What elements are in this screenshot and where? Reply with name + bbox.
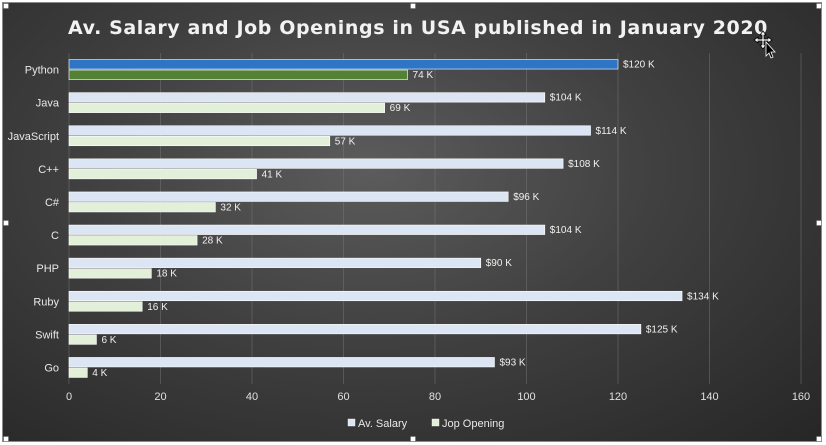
category-label: PHP [36,263,59,275]
salary-bar-csharp[interactable] [68,191,509,202]
salary-data-label: $108 K [568,159,600,170]
category-label: C# [45,197,60,209]
openings-bar-cpp[interactable] [68,169,257,180]
salary-data-label: $125 K [646,324,678,335]
openings-bar-java[interactable] [68,102,385,113]
move-cursor-icon [753,30,776,59]
resize-handle[interactable] [410,3,416,9]
salary-bar-cpp[interactable] [68,158,564,169]
category-label: Python [25,65,59,77]
resize-handle[interactable] [3,436,9,442]
x-tick-label: 0 [66,391,72,403]
x-tick-label: 20 [154,391,166,403]
resize-handle[interactable] [3,3,9,9]
chart-canvas: Av. Salary and Job Openings in USA publi… [3,3,822,442]
salary-data-label: $96 K [513,192,539,203]
salary-bar-go[interactable] [68,357,495,368]
category-label: Ruby [33,296,59,308]
salary-bar-swift[interactable] [68,324,642,335]
bars [68,59,683,378]
legend-swatch [347,418,356,427]
salary-data-label: $104 K [550,225,582,236]
openings-bar-ruby[interactable] [68,301,143,312]
data-labels: $120 K 74 K $104 K 69 K $114 K 57 K $108 K 41 K… [92,60,719,379]
openings-data-label: 57 K [335,136,356,147]
openings-data-label: 74 K [413,70,434,81]
salary-data-label: $93 K [499,357,525,368]
resize-handle[interactable] [410,436,416,442]
category-label: Swift [35,329,59,341]
category-label: C++ [38,164,59,176]
resize-handle[interactable] [3,220,9,226]
salary-bar-python[interactable] [68,59,619,70]
openings-bar-go[interactable] [68,367,88,378]
x-tick-label: 80 [429,391,441,403]
legend-label: Av. Salary [358,418,408,430]
salary-bar-php[interactable] [68,257,482,268]
category-label: Java [36,98,60,110]
salary-data-label: $104 K [550,93,582,104]
x-tick-label: 120 [609,391,627,403]
salary-data-label: $114 K [596,126,627,137]
salary-bar-ruby[interactable] [68,290,683,302]
chart-title: Av. Salary and Job Openings in USA publi… [68,17,768,39]
openings-bar-c[interactable] [68,235,198,246]
openings-data-label: 6 K [101,335,116,346]
openings-data-label: 16 K [147,302,168,313]
salary-data-label: $120 K [623,60,655,71]
x-axis-ticks: 0 20 40 60 80 100 120 140 160 [66,391,810,403]
openings-data-label: 4 K [92,368,107,379]
resize-handle[interactable] [816,436,822,442]
legend-swatch [431,418,440,427]
selection-handles [3,3,822,442]
category-label: C [51,230,59,242]
x-tick-label: 60 [337,391,349,403]
category-label: Go [44,362,59,374]
salary-data-label: $134 K [687,291,719,302]
salary-bar-javascript[interactable] [68,125,591,136]
openings-bar-python[interactable] [68,69,408,80]
x-tick-label: 160 [792,391,810,403]
openings-bar-csharp[interactable] [68,202,216,213]
category-axis: Python Java JavaScript C++ C# C PHP Ruby Swift Go [8,65,60,375]
resize-handle[interactable] [816,3,822,9]
salary-bar-java[interactable] [68,92,546,103]
category-label: JavaScript [8,131,59,143]
x-tick-label: 100 [517,391,535,403]
openings-data-label: 28 K [202,236,223,247]
x-tick-label: 140 [700,391,718,403]
openings-data-label: 41 K [262,169,283,180]
salary-bar-c[interactable] [68,224,546,235]
x-tick-label: 40 [246,391,258,403]
legend-label: Jop Opening [442,418,504,430]
resize-handle[interactable] [816,220,822,226]
openings-bar-php[interactable] [68,268,152,279]
openings-data-label: 69 K [390,103,411,114]
salary-data-label: $90 K [486,258,512,269]
openings-data-label: 18 K [156,269,177,280]
openings-data-label: 32 K [220,202,241,213]
openings-bar-javascript[interactable] [68,135,331,147]
legend[interactable]: Av. Salary Jop Opening [347,418,504,430]
gridlines [68,53,802,384]
openings-bar-swift[interactable] [68,334,97,345]
